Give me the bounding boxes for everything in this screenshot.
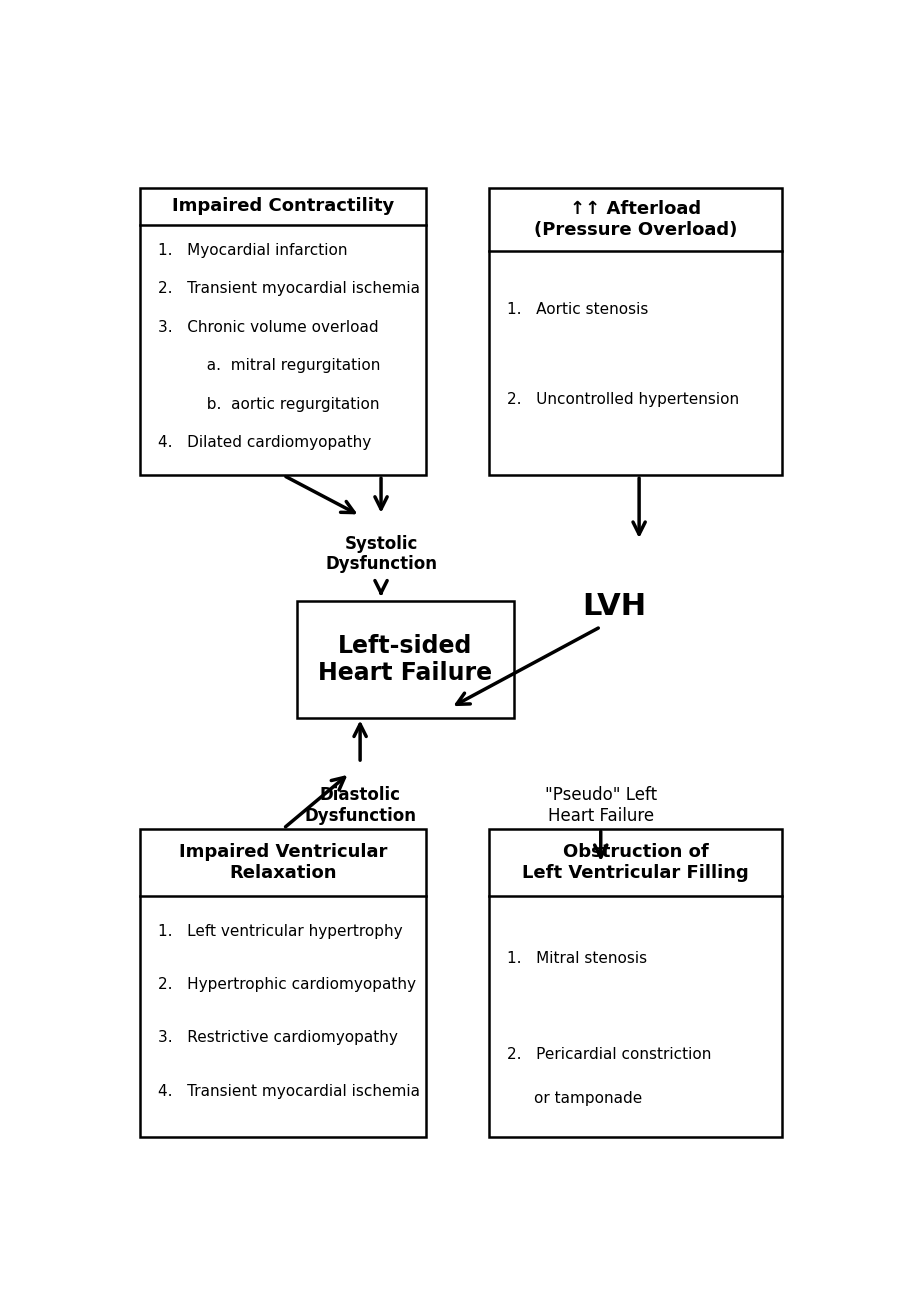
Text: 1.   Myocardial infarction: 1. Myocardial infarction [158,243,347,257]
Bar [140,187,427,476]
Text: 4.   Transient myocardial ischemia: 4. Transient myocardial ischemia [158,1084,419,1099]
Text: 3.   Chronic volume overload: 3. Chronic volume overload [158,320,379,334]
Text: 2.   Uncontrolled hypertension: 2. Uncontrolled hypertension [507,392,739,406]
Text: 1.   Left ventricular hypertrophy: 1. Left ventricular hypertrophy [158,923,402,939]
Text: 2.   Transient myocardial ischemia: 2. Transient myocardial ischemia [158,281,419,296]
Bar [490,829,782,1137]
Text: "Pseudo" Left
Heart Failure: "Pseudo" Left Heart Failure [544,787,657,825]
Bar [140,829,427,1137]
Text: ↑↑ Afterload
(Pressure Overload): ↑↑ Afterload (Pressure Overload) [534,199,737,239]
Text: Left-sided
Heart Failure: Left-sided Heart Failure [319,633,492,686]
Text: Impaired Ventricular
Relaxation: Impaired Ventricular Relaxation [179,843,388,882]
Bar [490,187,782,476]
Text: Obstruction of
Left Ventricular Filling: Obstruction of Left Ventricular Filling [522,843,749,882]
Text: 4.   Dilated cardiomyopathy: 4. Dilated cardiomyopathy [158,435,371,450]
Text: or tamponade: or tamponade [535,1091,643,1105]
Text: Impaired Contractility: Impaired Contractility [172,197,394,215]
Text: b.  aortic regurgitation: b. aortic regurgitation [158,396,379,412]
Text: Diastolic
Dysfunction: Diastolic Dysfunction [304,787,416,825]
Text: a.  mitral regurgitation: a. mitral regurgitation [158,358,380,374]
Bar [297,602,514,717]
Text: 1.   Aortic stenosis: 1. Aortic stenosis [507,302,648,317]
Text: Systolic
Dysfunction: Systolic Dysfunction [325,535,437,573]
Text: 2.   Hypertrophic cardiomyopathy: 2. Hypertrophic cardiomyopathy [158,977,416,992]
Text: 3.   Restrictive cardiomyopathy: 3. Restrictive cardiomyopathy [158,1030,398,1045]
Text: LVH: LVH [582,593,647,621]
Text: 2.   Pericardial constriction: 2. Pericardial constriction [507,1047,711,1062]
Text: 1.   Mitral stenosis: 1. Mitral stenosis [507,952,647,966]
